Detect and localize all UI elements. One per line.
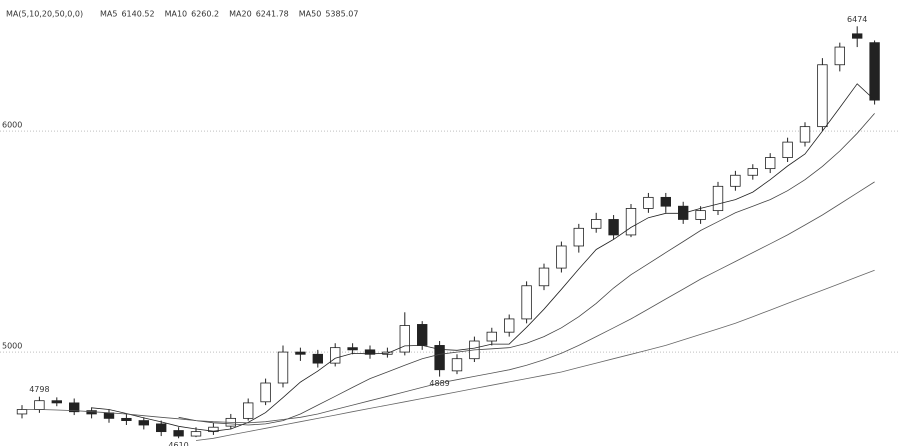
extreme-label: 4889 — [429, 379, 449, 388]
ma-line — [178, 113, 875, 426]
candle-body — [277, 351, 289, 384]
candle-body — [16, 409, 28, 415]
legend-value: 6260.2 — [191, 10, 219, 19]
candle-body — [486, 331, 497, 342]
candle-body — [782, 141, 793, 158]
indicator-label: MA(5,10,20,50,0,0) — [6, 10, 83, 19]
candle-body — [712, 185, 724, 212]
candle-body — [69, 402, 80, 413]
candle-body — [243, 402, 254, 419]
candle-body — [138, 420, 149, 426]
candle-body — [869, 42, 880, 101]
candle-body — [504, 318, 515, 333]
extreme-label: 6474 — [847, 15, 867, 24]
candle-body — [765, 157, 776, 170]
candle-body — [51, 400, 62, 404]
candle-body — [556, 245, 567, 269]
candle-body — [260, 382, 271, 403]
candle-body — [538, 267, 550, 287]
candle-body — [103, 412, 115, 419]
candle-body — [625, 208, 637, 236]
candle-body — [347, 347, 358, 351]
candle-body — [799, 126, 811, 143]
candle-body — [678, 205, 689, 220]
candle-body — [852, 33, 863, 39]
candle-body — [364, 349, 376, 355]
ma-line — [195, 269, 875, 441]
candle-body — [747, 168, 758, 176]
candle-body — [608, 219, 619, 236]
candle-body — [295, 351, 306, 355]
legend-value: 6140.52 — [121, 10, 154, 19]
ma-line — [22, 181, 875, 424]
ma-line — [91, 83, 875, 432]
candle-body — [434, 345, 445, 371]
candle-body — [173, 430, 184, 437]
legend-name: MA20 — [229, 10, 252, 19]
candle-body — [817, 64, 828, 128]
legend-name: MA5 — [100, 10, 117, 19]
candle-body — [330, 347, 341, 364]
y-tick-label: 6000 — [2, 121, 22, 130]
candle-body — [34, 400, 45, 410]
candle-body — [521, 285, 532, 320]
candle-body — [208, 426, 219, 433]
candle-body — [591, 219, 602, 229]
candle-body — [121, 417, 132, 421]
extreme-label: 4798 — [29, 385, 49, 394]
candle-body — [190, 431, 202, 437]
candle-body — [451, 358, 463, 372]
candle-body — [643, 196, 654, 209]
candle-body — [730, 174, 741, 187]
candle-body — [695, 210, 706, 220]
candle-body — [312, 353, 323, 364]
candle-body — [573, 227, 584, 247]
candle-body — [156, 423, 167, 433]
candle-body — [399, 325, 410, 353]
y-tick-label: 5000 — [2, 342, 22, 351]
candle-body — [660, 196, 671, 207]
candle-body — [417, 324, 428, 346]
legend-value: 5385.07 — [325, 10, 358, 19]
extreme-label: 4610 — [168, 441, 188, 446]
legend-value: 6241.78 — [256, 10, 289, 19]
legend-name: MA10 — [165, 10, 188, 19]
candle-body — [834, 46, 845, 66]
legend-name: MA50 — [299, 10, 322, 19]
